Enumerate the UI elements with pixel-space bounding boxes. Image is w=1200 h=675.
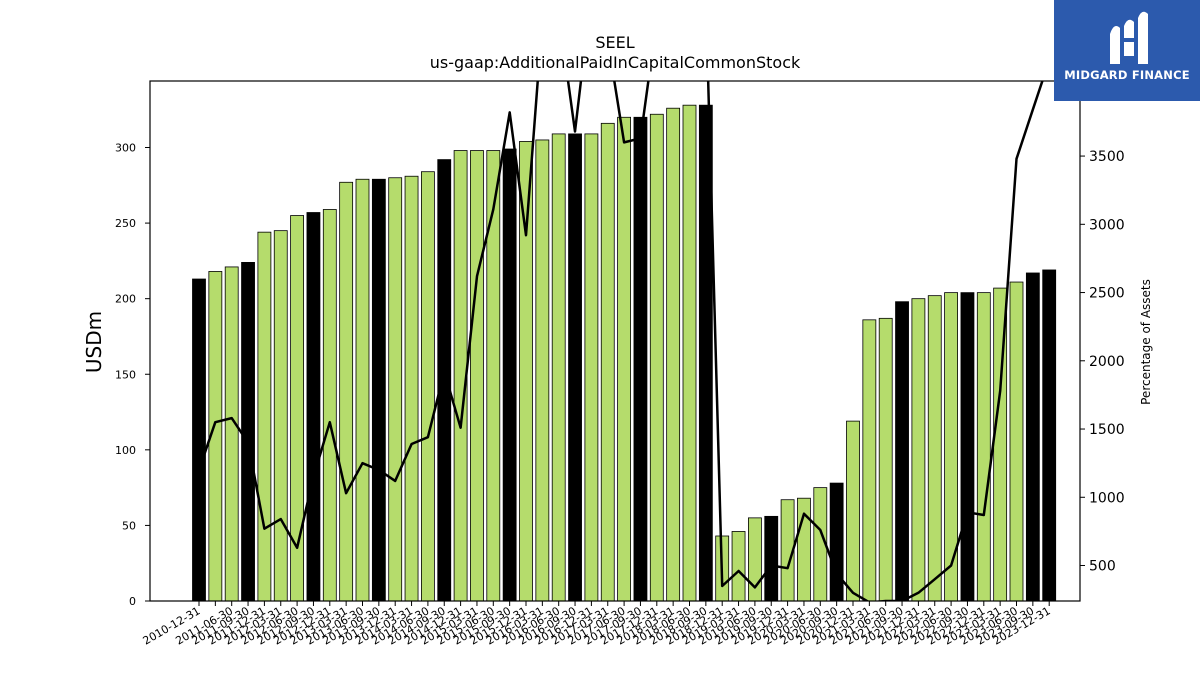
- bar: [420, 171, 435, 602]
- bar: [322, 209, 337, 602]
- bar: [551, 133, 566, 602]
- bar: [960, 292, 975, 602]
- bar: [404, 175, 419, 602]
- bar: [895, 301, 909, 602]
- bar: [633, 116, 648, 602]
- bar: [273, 230, 288, 602]
- x-axis: 2010-12-312011-06-302011-09-302011-12-31…: [141, 601, 1053, 648]
- y2-tick-label: 2500: [1089, 286, 1125, 302]
- bar: [878, 317, 893, 602]
- y-axis-left: 0 50 100 150 200 250 300: [115, 142, 150, 608]
- y-tick-label: 150: [115, 368, 136, 381]
- bar: [682, 104, 697, 602]
- bar: [1009, 281, 1024, 602]
- bars: [192, 104, 1057, 602]
- y2-tick-label: 2000: [1089, 354, 1125, 370]
- bar: [600, 122, 615, 602]
- chart-title: SEEL: [595, 33, 634, 52]
- bar: [224, 266, 239, 602]
- y-tick-label: 200: [115, 293, 136, 306]
- bar: [388, 177, 403, 602]
- bar: [846, 420, 860, 602]
- y-tick-label: 0: [129, 595, 136, 608]
- bar: [584, 133, 599, 602]
- y2-tick-label: 1500: [1089, 422, 1125, 438]
- y2-tick-label: 3000: [1089, 217, 1125, 233]
- bar: [535, 139, 550, 602]
- y-axis-right: 500 1000 1500 2000 2500 3000 3500: [1080, 149, 1125, 575]
- chart-subtitle: us-gaap:AdditionalPaidInCapitalCommonSto…: [430, 53, 801, 72]
- bar: [666, 107, 681, 602]
- bar: [976, 292, 991, 602]
- bar: [1025, 272, 1040, 602]
- y2-tick-label: 3500: [1089, 149, 1125, 165]
- bar: [731, 531, 746, 602]
- bar: [649, 113, 664, 602]
- bar: [1042, 269, 1057, 602]
- bar: [192, 278, 206, 602]
- bar: [339, 181, 354, 602]
- y-tick-label: 50: [122, 519, 136, 532]
- bar: [862, 319, 877, 602]
- bar: [911, 298, 926, 602]
- y-tick-label: 300: [115, 142, 136, 155]
- bar: [502, 148, 517, 602]
- y-tick-label: 250: [115, 217, 136, 230]
- y2-tick-label: 500: [1089, 559, 1116, 575]
- bar: [306, 212, 321, 602]
- series-line: [197, 81, 1044, 601]
- y2-tick-label: 1000: [1089, 490, 1125, 506]
- logo-text: MIDGARD FINANCE: [1064, 68, 1190, 82]
- bar: [927, 295, 942, 602]
- plot-border: [149, 80, 1081, 602]
- bar: [486, 150, 501, 602]
- bar: [241, 261, 255, 602]
- bar: [764, 515, 779, 602]
- bar: [257, 231, 272, 602]
- logo: MIDGARD FINANCE: [1054, 0, 1200, 101]
- y-tick-label: 100: [115, 444, 136, 457]
- plot-frame: [149, 80, 1081, 602]
- bar: [355, 178, 370, 602]
- line-series: [197, 81, 1044, 601]
- logo-mark-icon: [1110, 11, 1148, 64]
- y-axis-label: USDm: [82, 311, 106, 373]
- y2-axis-label: Percentage of Assets: [1139, 279, 1153, 405]
- bar: [437, 159, 452, 602]
- bar: [568, 133, 582, 602]
- bar: [829, 482, 844, 602]
- bar: [371, 178, 386, 602]
- bar: [617, 116, 631, 602]
- bar: [470, 150, 484, 602]
